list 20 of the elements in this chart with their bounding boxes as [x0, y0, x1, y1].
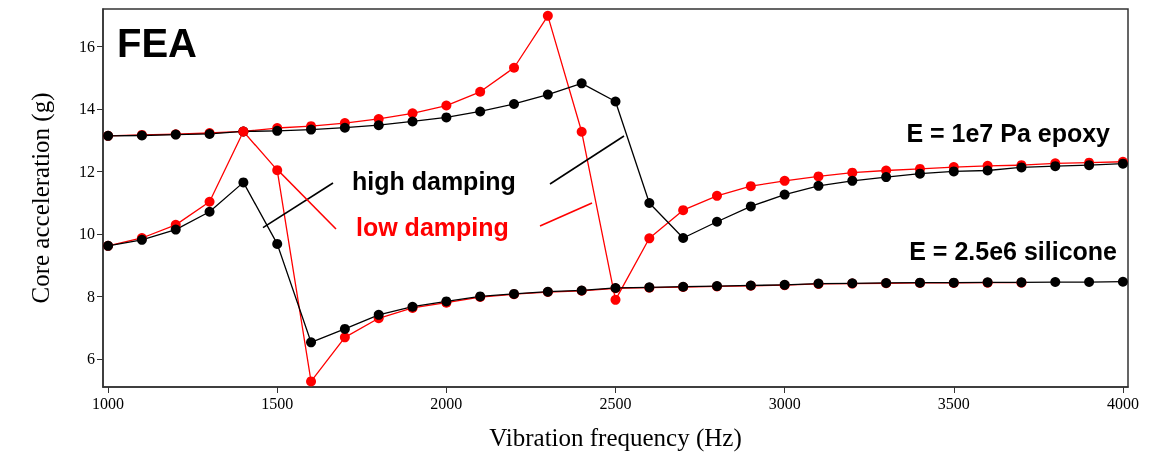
x-tick-label: 3000 — [768, 394, 801, 412]
y-tick-label: 14 — [79, 100, 95, 118]
x-tick-label: 1000 — [92, 394, 125, 412]
annotation: low damping — [356, 212, 509, 241]
y-tick-label: 12 — [79, 162, 95, 180]
y-tick-label: 16 — [79, 37, 95, 55]
x-tick-label: 1500 — [261, 394, 294, 412]
annotation: E = 2.5e6 silicone — [909, 236, 1118, 265]
y-tick-label: 8 — [87, 287, 95, 305]
y-tick-label: 10 — [79, 225, 95, 243]
x-axis-title: Vibration frequency (Hz) — [489, 424, 742, 452]
annotation: E = 1e7 Pa epoxy — [906, 118, 1111, 147]
y-tick-label: 6 — [87, 350, 95, 368]
x-tick-label: 3500 — [937, 394, 970, 412]
y-axis-title: Core acceleration (g) — [27, 92, 55, 304]
x-tick-label: 2500 — [599, 394, 632, 412]
x-tick-label: 4000 — [1106, 394, 1139, 412]
x-tick-label: 2000 — [430, 394, 463, 412]
chart-title: FEA — [117, 21, 197, 65]
annotation: high damping — [352, 166, 516, 195]
